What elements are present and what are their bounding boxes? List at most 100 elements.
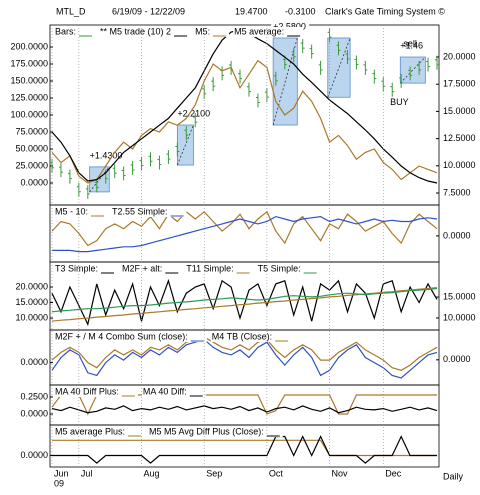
price-bar <box>273 71 278 86</box>
price-bar <box>166 150 171 165</box>
legend-bg <box>185 264 253 274</box>
legend-bg <box>54 387 138 397</box>
legend-bg <box>233 27 304 37</box>
trade-box <box>327 37 351 98</box>
legend-bg <box>54 427 145 437</box>
trade-label-bg <box>175 109 214 120</box>
last-price: 19.4700 <box>235 6 268 16</box>
x-tick-label: Nov <box>332 468 349 478</box>
price-bar <box>211 77 216 92</box>
y-tick-label: 0.0000 <box>20 408 48 418</box>
legend-label: T5 Simple: <box>258 263 301 273</box>
legend-label: M2F + alt: <box>122 263 162 273</box>
x-axis-year: 09 <box>54 478 64 488</box>
symbol: MTL_D <box>56 6 86 16</box>
series-line <box>51 287 438 313</box>
price-bar <box>76 182 81 197</box>
trade-label-bg <box>87 150 126 161</box>
series-line <box>51 59 438 184</box>
y2-tick-label: 15.0000 <box>443 291 476 301</box>
legend-bg <box>54 332 207 342</box>
price-bar <box>291 47 296 62</box>
price-bar <box>157 155 162 170</box>
series-line <box>52 439 437 457</box>
trade-line <box>176 124 194 166</box>
legend-label: M5: <box>195 26 210 36</box>
trade-label: +2.5800 <box>273 21 306 31</box>
y-tick-label: 0.2500 <box>20 391 48 401</box>
price-bar <box>372 69 377 84</box>
price-bar <box>426 57 431 72</box>
price-bar <box>148 152 153 167</box>
price-bar <box>417 60 422 75</box>
date-range: 6/19/09 - 12/22/09 <box>112 6 185 16</box>
series-line <box>51 338 438 379</box>
price-bar <box>175 142 180 157</box>
legend-bg <box>54 27 96 37</box>
price-bar <box>193 113 198 128</box>
legend-bg <box>210 332 292 342</box>
legend-bg <box>54 264 118 274</box>
trade-label: +1.4300 <box>90 150 123 160</box>
y2-tick-label: 10.0000 <box>443 312 476 322</box>
legend-label: MA 40 Diff: <box>143 386 187 396</box>
price-bar <box>50 158 54 173</box>
y-tick-label: 0.0000 <box>20 450 48 460</box>
price-bar <box>327 28 332 43</box>
trade-line <box>327 37 351 98</box>
price-bar <box>363 60 368 75</box>
trade-label: +2.2100 <box>177 108 210 118</box>
y-tick-label: 175.0000 <box>10 58 48 68</box>
series-line <box>51 287 438 322</box>
system-name: Clark's Gate Timing System © <box>325 6 445 16</box>
x-tick-label: Sep <box>206 468 222 478</box>
trade-line <box>89 166 110 193</box>
x-tick-label: Aug <box>144 468 160 478</box>
price-bar <box>246 82 251 97</box>
price-bar <box>85 184 90 199</box>
annotation: BUY <box>390 97 409 107</box>
trade-box <box>399 56 426 84</box>
price-bar <box>345 50 350 65</box>
series-line <box>52 215 438 253</box>
legend-bg <box>99 27 191 37</box>
trade-label-bg <box>271 21 310 32</box>
y-tick-label: 50.0000 <box>15 143 48 153</box>
y2-tick-label: 12.5000 <box>443 133 476 143</box>
legend-bg <box>194 27 230 37</box>
price-bar <box>336 41 341 56</box>
trade-label-bg <box>398 41 437 52</box>
legend-label: ** M5 trade (10) 2 <box>100 26 171 36</box>
y2-tick-label: 17.5000 <box>443 79 476 89</box>
series-line <box>51 336 438 371</box>
legend-bg <box>141 387 206 397</box>
price-bar <box>94 178 99 193</box>
y-tick-label: 100.0000 <box>10 109 48 119</box>
x-tick-label: Jun <box>54 468 69 478</box>
series-line <box>51 210 438 247</box>
y-tick-label: 200.0000 <box>10 41 48 51</box>
price-bar <box>112 164 117 179</box>
y-tick-label: 125.0000 <box>10 92 48 102</box>
legend-label: T11 Simple: <box>186 263 233 273</box>
legend-label: M5 - 10: <box>55 206 88 216</box>
price-bar <box>130 160 135 175</box>
y2-tick-label: 10.0000 <box>443 160 476 170</box>
y-tick-label: 20.0000 <box>15 281 48 291</box>
y-tick-label: 150.0000 <box>10 75 48 85</box>
price-bar <box>354 55 359 70</box>
y2-tick-label: 0.0000 <box>443 230 471 240</box>
period-label: Daily <box>443 471 464 481</box>
y-tick-label: 25.0000 <box>15 160 48 170</box>
legend-bg <box>54 207 108 217</box>
legend-label: M5 average: <box>234 26 284 36</box>
price-bar <box>435 55 439 70</box>
y-tick-label: 0.0000 <box>20 357 48 367</box>
series-line <box>51 405 438 414</box>
y2-tick-label: 15.0000 <box>443 106 476 116</box>
legend-bg <box>111 207 187 217</box>
price-bar <box>67 169 72 184</box>
legend-bg <box>148 427 283 437</box>
legend-label: MA 40 Diff Plus: <box>55 386 119 396</box>
